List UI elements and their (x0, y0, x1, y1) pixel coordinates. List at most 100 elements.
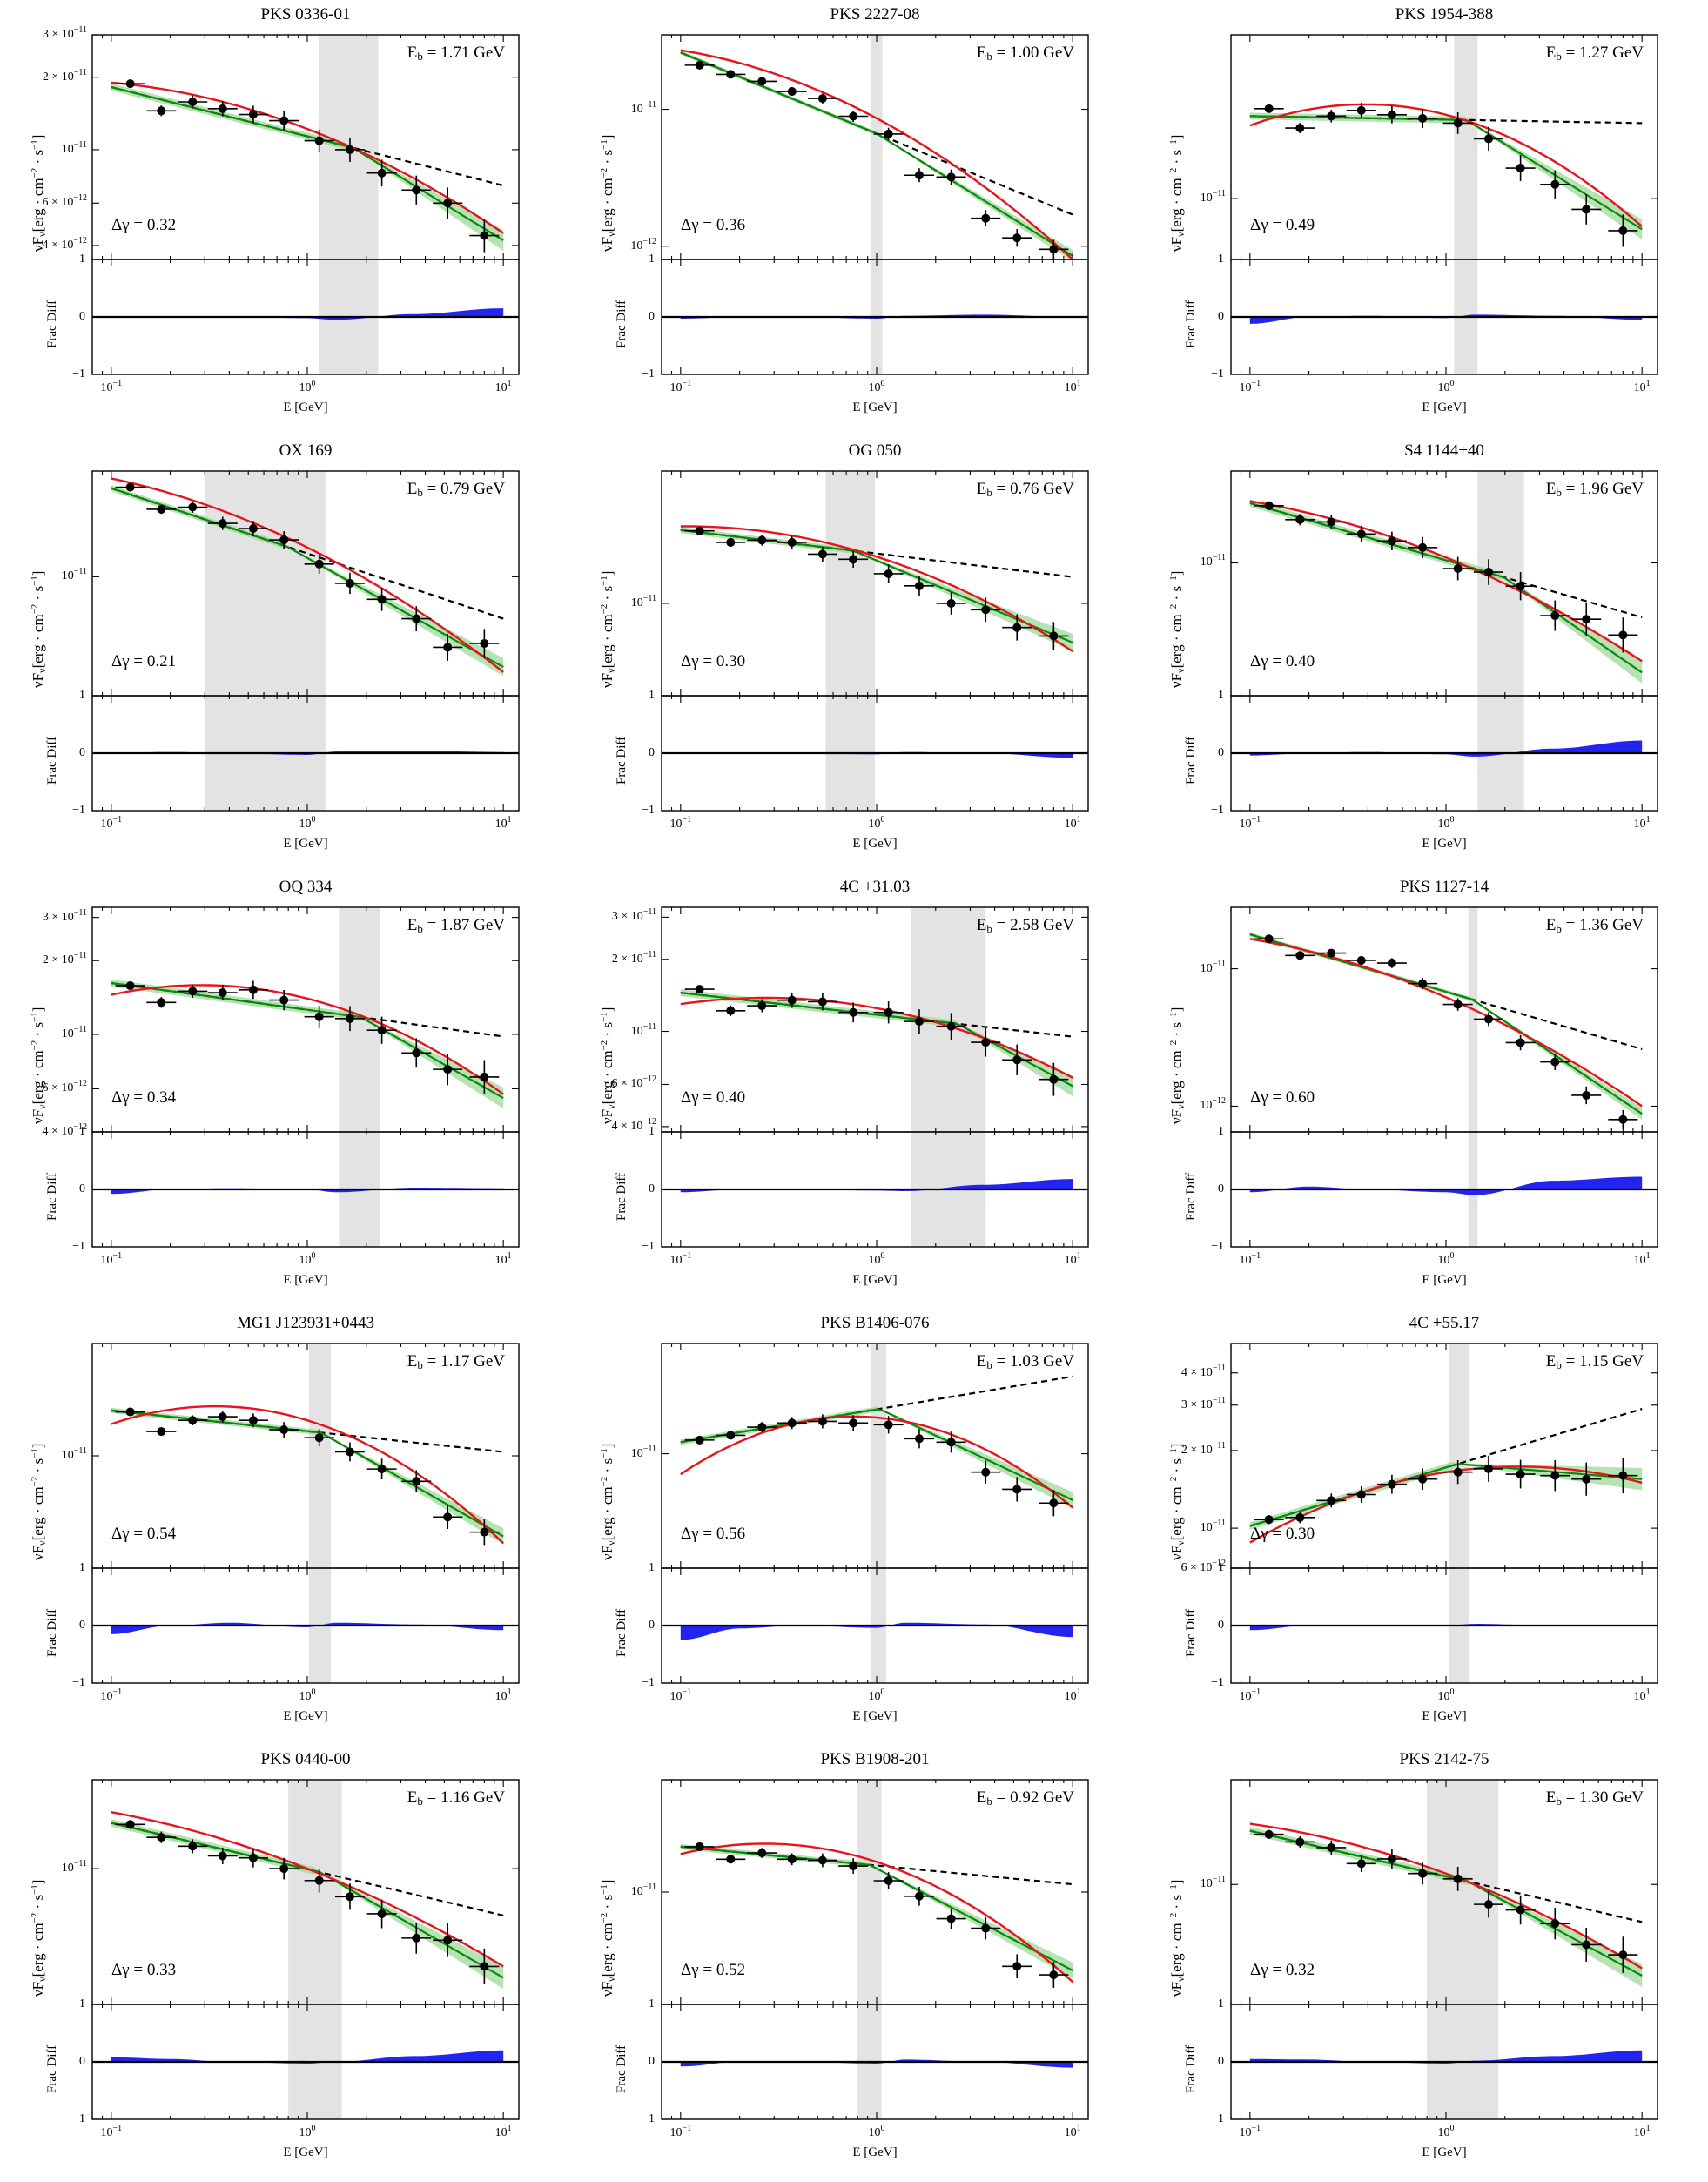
x-tick-label: 101 (1634, 816, 1651, 832)
data-point (345, 1892, 354, 1902)
x-tick-base: 10 (100, 381, 113, 394)
sed-plot (1230, 1343, 1658, 1684)
model-curves (111, 1404, 505, 1545)
data-point (345, 578, 354, 588)
y-tick-mantissa: 10 (61, 569, 74, 583)
x-tick-label: 101 (495, 1688, 512, 1704)
x-axis-label: E [GeV] (852, 1273, 898, 1287)
break-energy-label: Eb = 1.15 GeV (1546, 1352, 1644, 1371)
x-tick-label: 101 (1634, 1252, 1651, 1268)
data-point (248, 985, 258, 994)
x-tick-base: 10 (1239, 2126, 1252, 2139)
break-energy-value: = 0.76 GeV (992, 480, 1074, 498)
data-point (1453, 1874, 1463, 1883)
y-tick-label: 6 × 10−12 (611, 1075, 656, 1091)
x-axis-label: E [GeV] (852, 2145, 898, 2159)
y-axis-unit: [erg · cm (30, 1486, 46, 1541)
green-uncertainty-band (1249, 1461, 1643, 1530)
x-tick-exponent: 0 (311, 1251, 316, 1261)
y-tick-exponent: −11 (73, 25, 87, 35)
data-point (946, 598, 956, 608)
broken-power-law-line (111, 981, 504, 1100)
log-parabola-line (1249, 938, 1643, 1108)
residual-tick-label: −1 (72, 1676, 85, 1689)
data-point (188, 97, 198, 106)
break-energy-symbol: E (407, 44, 418, 62)
y-tick-label: 10−11 (62, 1860, 87, 1876)
y-tick-exponent: −11 (1212, 1363, 1226, 1373)
y-tick-mantissa: 10 (1200, 961, 1213, 975)
x-tick-label: 100 (299, 1688, 315, 1704)
y-axis-unit: [erg · cm (30, 1923, 46, 1977)
y-axis-label: νFν[erg · cm−2 · s−1] (599, 571, 617, 688)
y-axis-symbol: νF (599, 672, 615, 688)
y-tick-label: 3 × 10−11 (42, 25, 87, 42)
sed-panel: PKS B1908-201 Eb = 0.92 GeV Δγ = 0.52 νFν[e… (569, 1745, 1139, 2181)
data-point (412, 1477, 421, 1486)
data-point (377, 1909, 387, 1918)
x-tick-base: 10 (100, 1254, 113, 1267)
y-axis-unit: ] (599, 1007, 615, 1013)
broken-power-law-line (680, 1408, 1073, 1501)
data-point (157, 1427, 166, 1437)
break-energy-symbol: E (407, 1788, 418, 1807)
broken-power-law-line (111, 487, 504, 669)
sed-panel: S4 1144+40 Eb = 1.96 GeV Δγ = 0.40 νFν[erg … (1139, 436, 1708, 872)
x-tick-exponent: 0 (1449, 379, 1455, 388)
residual-y-axis-label: Frac Diff (45, 736, 59, 785)
residual-tick-label: 1 (79, 253, 85, 266)
break-energy-label: Eb = 1.71 GeV (407, 44, 505, 63)
x-axis-label: E [GeV] (1422, 401, 1467, 414)
x-tick-label: 10−1 (100, 816, 122, 832)
x-tick-base: 10 (669, 2126, 683, 2139)
y-axis-label: νFν[erg · cm−2 · s−1] (599, 135, 617, 252)
data-points (115, 980, 500, 1094)
data-point (1453, 1000, 1463, 1009)
x-axis-label: E [GeV] (283, 1709, 328, 1723)
y-tick-exponent: −11 (1212, 553, 1226, 563)
data-point (377, 168, 387, 178)
model-curves (680, 1842, 1073, 1983)
sed-panel: OX 169 Eb = 0.79 GeV Δγ = 0.21 νFν[erg · cm… (0, 436, 569, 872)
model-curves (1249, 103, 1643, 239)
panel-title: PKS B1908-201 (820, 1750, 930, 1768)
data-point (248, 110, 258, 119)
y-axis-label: νFν[erg · cm−2 · s−1] (599, 1007, 617, 1124)
y-tick-exponent: −11 (73, 1024, 87, 1034)
sed-plot (1230, 470, 1658, 812)
y-tick-mantissa: 4 × 10 (42, 238, 74, 252)
x-tick-label: 10−1 (1239, 1688, 1261, 1704)
y-axis-unit-exponent: −2 (30, 1040, 40, 1051)
x-tick-exponent: −1 (112, 379, 123, 388)
x-tick-exponent: 1 (1076, 1251, 1081, 1261)
data-point (279, 535, 289, 545)
break-energy-subscript: b (986, 922, 992, 935)
break-energy-subscript: b (1556, 486, 1562, 499)
y-tick-mantissa: 3 × 10 (42, 28, 74, 41)
data-point (377, 595, 387, 604)
data-point (345, 1014, 354, 1023)
x-tick-label: 101 (1065, 1688, 1081, 1704)
residual-y-axis-label: Frac Diff (1184, 1608, 1198, 1657)
break-energy-subscript: b (1556, 1358, 1562, 1371)
y-tick-mantissa: 4 × 10 (42, 1125, 74, 1138)
y-axis-unit-exponent: −2 (599, 1476, 609, 1487)
y-tick-mantissa: 3 × 10 (42, 910, 74, 924)
residual-y-axis-label: Frac Diff (615, 1172, 629, 1221)
data-point (981, 213, 991, 223)
y-tick-label: 2 × 10−11 (1181, 1441, 1226, 1458)
residual-tick-label: 0 (1218, 1619, 1224, 1632)
x-axis-label: E [GeV] (852, 401, 898, 414)
y-tick-mantissa: 10 (1200, 1099, 1213, 1113)
y-axis-unit-exponent: −2 (1168, 167, 1179, 178)
data-point (157, 106, 166, 116)
log-parabola-line (680, 996, 1073, 1079)
x-tick-label: 10−1 (1239, 2125, 1261, 2140)
y-axis-label: νFν[erg · cm−2 · s−1] (30, 1444, 48, 1560)
data-point (1618, 1471, 1628, 1480)
y-axis-unit: ] (599, 1443, 615, 1449)
data-point (1453, 563, 1463, 573)
y-axis-symbol: νF (30, 1981, 46, 1997)
broken-power-law-line (680, 992, 1073, 1088)
